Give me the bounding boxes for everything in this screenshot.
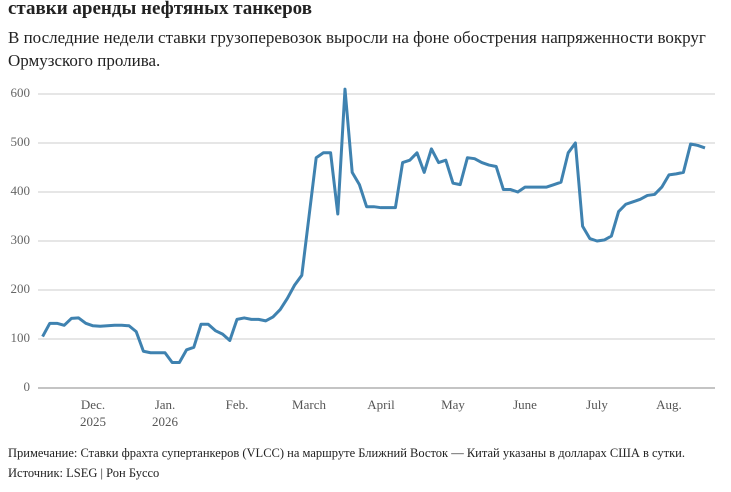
x-tick-label: Feb. [225,397,249,412]
x-tick-label: Jan. 2026 [152,397,178,429]
subtitle: В последние недели ставки грузоперевозок… [8,28,706,70]
y-tick-label: 600 [11,85,31,100]
x-tick-label: Dec. 2025 [80,397,106,429]
y-tick-label: 100 [11,330,31,345]
y-tick-label: 500 [11,134,31,149]
x-tick-label: June [513,397,537,412]
y-tick-label: 0 [24,379,31,394]
x-tick-label: April [367,397,395,412]
y-tick-label: 300 [11,232,31,247]
source: Источник: LSEG | Рон Буссо [8,466,160,480]
y-tick-label: 200 [11,281,31,296]
x-tick-label: Aug. [656,397,682,412]
note: Примечание: Ставки фрахта супертанкеров … [8,446,685,460]
y-tick-label: 400 [11,183,31,198]
x-tick-label: May [441,397,465,412]
title: ставки аренды нефтяных танкеров [8,0,312,19]
x-tick-label: March [292,397,326,412]
x-tick-label: July [586,397,608,412]
line [41,87,706,365]
